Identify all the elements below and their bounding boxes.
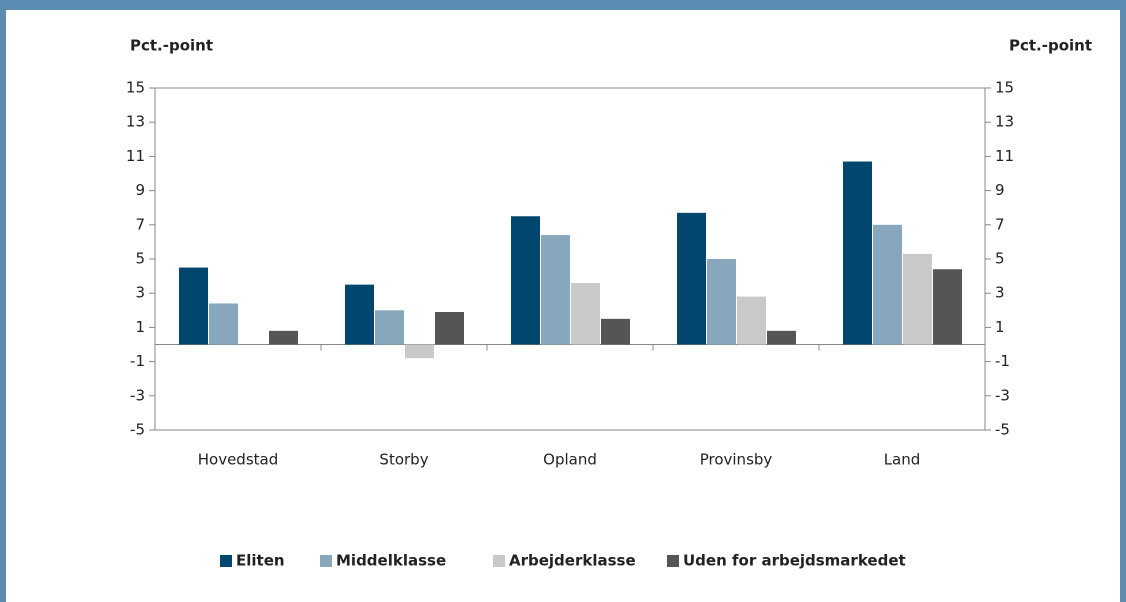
bar: [601, 318, 630, 345]
x-tick-label: Land: [884, 451, 921, 469]
y2-tick-label: 11: [995, 147, 1014, 165]
y-tick-label: 3: [135, 284, 145, 302]
right-border: [1120, 0, 1126, 602]
bar: [345, 284, 374, 345]
y-tick-label: 9: [135, 181, 145, 199]
legend-swatch: [320, 555, 332, 567]
y-tick-label: 1: [135, 318, 145, 336]
y-axis-label: Pct.-point: [130, 37, 213, 55]
bar: [873, 224, 902, 345]
y2-tick-label: 9: [995, 181, 1005, 199]
y-tick-label: 11: [126, 147, 145, 165]
bar: [767, 330, 796, 345]
bar: [209, 303, 238, 345]
bar: [933, 269, 962, 345]
y2-tick-label: 3: [995, 284, 1005, 302]
bar: [511, 216, 540, 345]
header-bar: [0, 0, 1126, 10]
legend-swatch: [220, 555, 232, 567]
x-tick-label: Provinsby: [700, 451, 773, 469]
legend-swatch: [493, 555, 505, 567]
legend-label: Middelklasse: [336, 552, 446, 570]
legend-label: Eliten: [236, 552, 285, 570]
bar: [269, 330, 298, 345]
y-tick-label: 15: [126, 79, 145, 97]
bar: [405, 344, 434, 359]
bar: [737, 296, 766, 345]
y2-tick-label: 13: [995, 113, 1014, 131]
y2-tick-label: 5: [995, 250, 1005, 268]
y2-axis-label: Pct.-point: [1009, 37, 1092, 55]
bar: [435, 312, 464, 345]
y-tick-label: 7: [135, 215, 145, 233]
bar: [541, 235, 570, 345]
bar: [707, 259, 736, 345]
y-tick-label: 13: [126, 113, 145, 131]
legend-label: Arbejderklasse: [509, 552, 636, 570]
bar: [843, 161, 872, 345]
y2-tick-label: -3: [995, 386, 1010, 404]
bar: [375, 310, 404, 345]
y-tick-label: 5: [135, 250, 145, 268]
y-tick-label: -3: [130, 386, 145, 404]
y2-tick-label: 15: [995, 79, 1014, 97]
x-tick-label: Opland: [543, 451, 597, 469]
y2-tick-label: -5: [995, 421, 1010, 439]
y-tick-label: -1: [130, 352, 145, 370]
bar: [677, 212, 706, 345]
y2-tick-label: 1: [995, 318, 1005, 336]
y2-tick-label: -1: [995, 352, 1010, 370]
x-tick-label: Storby: [379, 451, 428, 469]
left-border: [0, 0, 6, 602]
x-tick-label: Hovedstad: [198, 451, 279, 469]
legend-label: Uden for arbejdsmarkedet: [683, 552, 906, 570]
legend-swatch: [667, 555, 679, 567]
bar: [903, 253, 932, 345]
bar: [179, 267, 208, 345]
bar: [571, 282, 600, 345]
y2-tick-label: 7: [995, 215, 1005, 233]
y-tick-label: -5: [130, 421, 145, 439]
